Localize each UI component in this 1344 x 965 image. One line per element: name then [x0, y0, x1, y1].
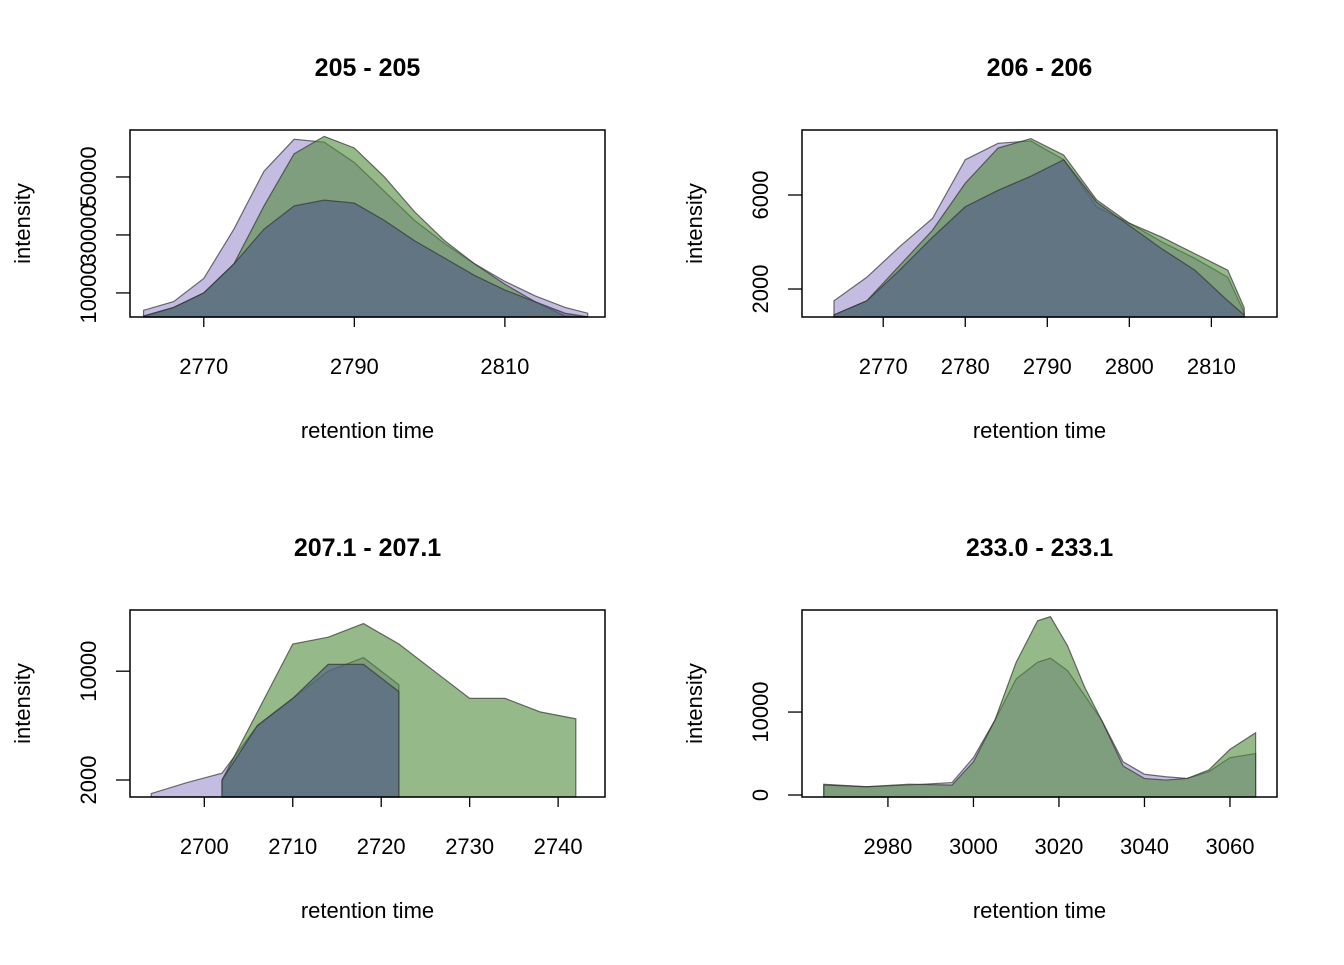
- x-tick-label: 2790: [1023, 354, 1072, 379]
- x-tick-label: 3060: [1205, 834, 1254, 859]
- x-tick-label: 2730: [445, 834, 494, 859]
- x-tick-label: 2740: [534, 834, 583, 859]
- panel-title: 233.0 - 233.1: [966, 534, 1113, 562]
- x-tick-label: 2720: [357, 834, 406, 859]
- x-tick-label: 2770: [179, 354, 228, 379]
- area: [823, 615, 1257, 798]
- x-tick-label: 2800: [1105, 354, 1154, 379]
- y-axis-label: intensity: [682, 663, 707, 744]
- y-tick-label: 10000: [748, 681, 773, 742]
- panel-title: 205 - 205: [315, 54, 421, 82]
- y-axis-label: intensity: [682, 183, 707, 264]
- x-tick-label: 2710: [268, 834, 317, 859]
- x-tick-label: 2980: [863, 834, 912, 859]
- x-tick-label: 2810: [1187, 354, 1236, 379]
- plot-box: [801, 129, 1278, 318]
- x-tick-label: 2790: [330, 354, 379, 379]
- x-tick-label: 2770: [859, 354, 908, 379]
- y-tick-label: 30000: [76, 204, 101, 265]
- area: [221, 663, 400, 798]
- x-tick-label: 2780: [941, 354, 990, 379]
- x-axis-label: retention time: [973, 418, 1106, 443]
- area: [142, 199, 589, 318]
- x-axis-label: retention time: [301, 418, 434, 443]
- x-axis-label: retention time: [973, 898, 1106, 923]
- panel-title: 206 - 206: [987, 54, 1093, 82]
- plot-box: [129, 129, 606, 318]
- plot-box: [129, 609, 606, 798]
- y-tick-label: 10000: [76, 262, 101, 323]
- y-tick-label: 50000: [76, 146, 101, 207]
- x-axis-label: retention time: [301, 898, 434, 923]
- x-tick-label: 3020: [1034, 834, 1083, 859]
- x-tick-label: 2810: [480, 354, 529, 379]
- x-tick-label: 3040: [1120, 834, 1169, 859]
- x-tick-label: 2700: [180, 834, 229, 859]
- panel-title: 207.1 - 207.1: [294, 534, 441, 562]
- y-tick-label: 6000: [748, 171, 773, 220]
- y-tick-label: 10000: [76, 641, 101, 702]
- y-tick-label: 2000: [748, 265, 773, 314]
- y-tick-label: 2000: [76, 756, 101, 805]
- x-tick-label: 3000: [949, 834, 998, 859]
- area: [833, 158, 1245, 318]
- y-axis-label: intensity: [10, 663, 35, 744]
- plot-box: [801, 609, 1278, 798]
- y-axis-label: intensity: [10, 183, 35, 264]
- y-tick-label: 0: [748, 789, 773, 801]
